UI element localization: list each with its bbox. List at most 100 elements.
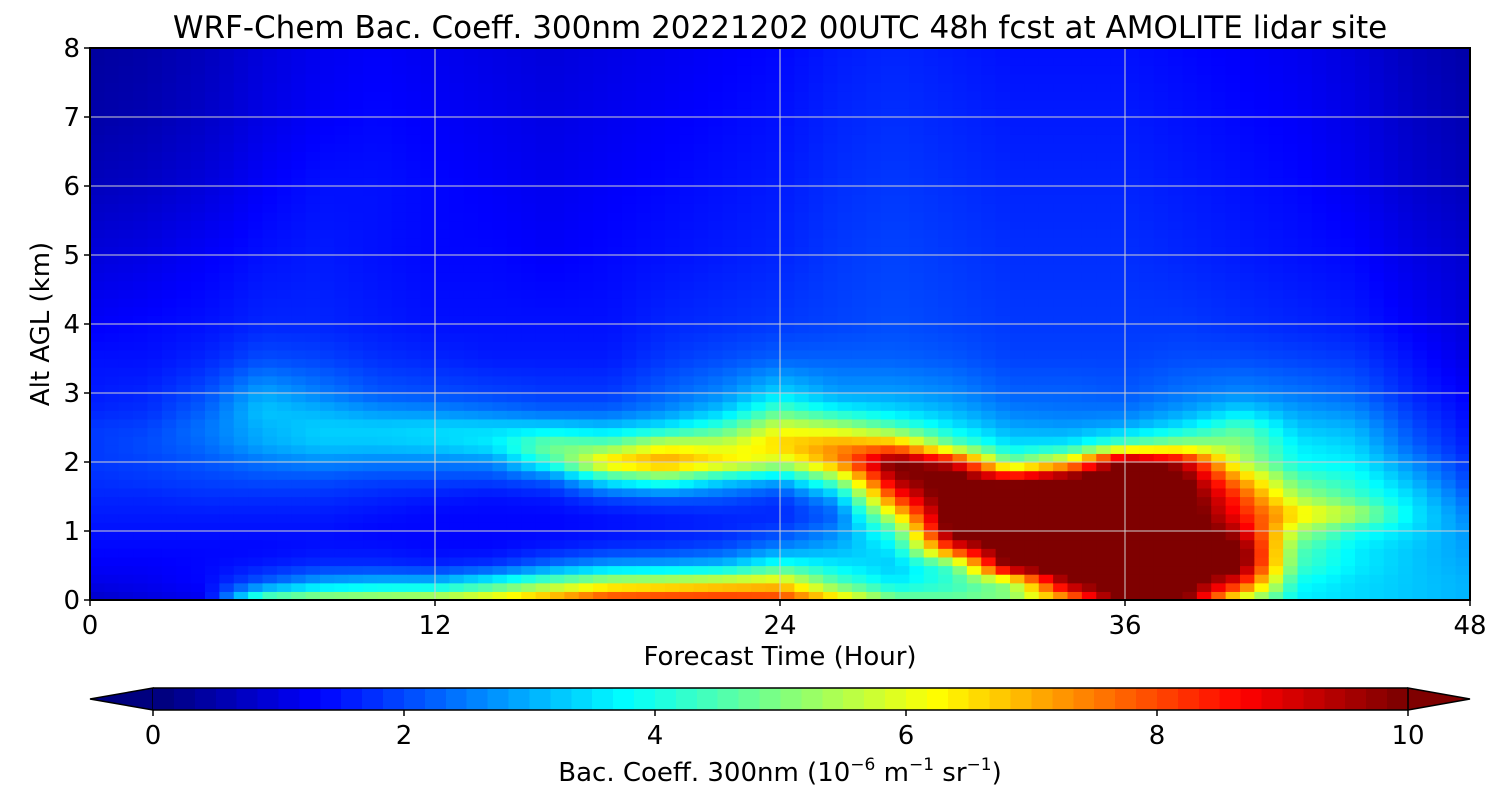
- heatmap-cell: [104, 487, 120, 498]
- heatmap-cell: [621, 229, 637, 239]
- heatmap-cell: [219, 125, 235, 135]
- heatmap-cell: [909, 496, 925, 506]
- heatmap-cell: [665, 332, 680, 342]
- heatmap-cell: [161, 134, 177, 144]
- heatmap-cell: [276, 220, 292, 230]
- heatmap-cell: [866, 125, 882, 135]
- heatmap-cell: [607, 151, 623, 161]
- heatmap-cell: [1125, 125, 1140, 135]
- heatmap-cell: [190, 505, 206, 515]
- heatmap-cell: [593, 186, 609, 196]
- heatmap-cell: [463, 315, 479, 325]
- heatmap-cell: [938, 229, 954, 239]
- heatmap-cell: [1153, 48, 1169, 58]
- heatmap-cell: [118, 565, 134, 575]
- heatmap-cell: [995, 306, 1011, 316]
- heatmap-cell: [938, 470, 954, 480]
- heatmap-cell: [435, 591, 450, 600]
- heatmap-cell: [1196, 151, 1212, 161]
- heatmap-cell: [952, 556, 968, 567]
- heatmap-cell: [506, 591, 522, 600]
- heatmap-cell: [679, 315, 695, 325]
- heatmap-cell: [880, 470, 896, 480]
- heatmap-cell: [1024, 117, 1040, 127]
- heatmap-cell: [665, 306, 680, 316]
- heatmap-cell: [276, 272, 292, 282]
- heatmap-cell: [492, 237, 508, 247]
- heatmap-cell: [621, 393, 637, 403]
- heatmap-cell: [679, 194, 695, 204]
- heatmap-cell: [722, 263, 738, 273]
- heatmap-cell: [1010, 522, 1025, 532]
- heatmap-cell: [391, 410, 407, 420]
- heatmap-cell: [636, 229, 652, 239]
- heatmap-cell: [578, 151, 594, 161]
- heatmap-cell: [391, 82, 407, 92]
- heatmap-cell: [909, 142, 925, 153]
- heatmap-cell: [938, 220, 954, 230]
- heatmap-cell: [837, 487, 853, 498]
- heatmap-cell: [837, 401, 853, 411]
- heatmap-cell: [837, 177, 853, 187]
- heatmap-cell: [808, 117, 824, 127]
- heatmap-cell: [1168, 186, 1184, 196]
- heatmap-cell: [334, 332, 350, 342]
- heatmap-cell: [593, 574, 609, 584]
- heatmap-cell: [276, 177, 292, 187]
- heatmap-cell: [1053, 556, 1069, 567]
- heatmap-cell: [334, 272, 350, 282]
- heatmap-cell: [262, 91, 278, 101]
- heatmap-cell: [478, 134, 494, 144]
- heatmap-cell: [1024, 56, 1040, 66]
- heatmap-cell: [1024, 427, 1040, 437]
- heatmap-cell: [248, 453, 264, 463]
- heatmap-cell: [837, 298, 853, 308]
- heatmap-cell: [1067, 367, 1083, 377]
- heatmap-cell: [1010, 436, 1025, 446]
- heatmap-cell: [1182, 186, 1198, 196]
- heatmap-cell: [90, 82, 105, 92]
- heatmap-cell: [463, 427, 479, 437]
- heatmap-cell: [564, 565, 580, 575]
- heatmap-cell: [679, 479, 695, 489]
- heatmap-cell: [1053, 125, 1069, 135]
- heatmap-cell: [938, 56, 954, 66]
- heatmap-cell: [506, 65, 522, 75]
- heatmap-cell: [995, 56, 1011, 66]
- heatmap-cell: [966, 349, 982, 360]
- heatmap-cell: [665, 531, 680, 541]
- heatmap-cell: [205, 393, 220, 403]
- heatmap-cell: [1010, 367, 1025, 377]
- heatmap-cell: [1211, 591, 1227, 600]
- heatmap-cell: [837, 142, 853, 153]
- heatmap-cell: [1010, 194, 1025, 204]
- heatmap-cell: [104, 229, 120, 239]
- heatmap-cell: [521, 574, 537, 584]
- heatmap-cell: [1053, 401, 1069, 411]
- heatmap-cell: [205, 73, 220, 84]
- heatmap-cell: [190, 298, 206, 308]
- heatmap-cell: [406, 358, 422, 368]
- heatmap-cell: [147, 211, 163, 222]
- heatmap-cell: [420, 306, 436, 316]
- heatmap-cell: [147, 358, 163, 368]
- heatmap-cell: [363, 487, 379, 498]
- heatmap-cell: [607, 142, 623, 153]
- heatmap-cell: [880, 108, 896, 118]
- heatmap-cell: [780, 479, 795, 489]
- heatmap-cell: [176, 384, 192, 394]
- heatmap-cell: [305, 108, 321, 118]
- heatmap-cell: [736, 160, 752, 170]
- heatmap-cell: [233, 341, 249, 351]
- heatmap-cell: [765, 375, 781, 385]
- heatmap-cell: [363, 513, 379, 523]
- heatmap-cell: [90, 108, 105, 118]
- heatmap-cell: [535, 220, 551, 230]
- heatmap-cell: [808, 487, 824, 498]
- heatmap-cell: [765, 574, 781, 584]
- heatmap-cell: [334, 168, 350, 178]
- heatmap-cell: [1067, 436, 1083, 446]
- heatmap-cell: [449, 444, 465, 454]
- heatmap-cell: [823, 522, 839, 532]
- heatmap-cell: [564, 410, 580, 420]
